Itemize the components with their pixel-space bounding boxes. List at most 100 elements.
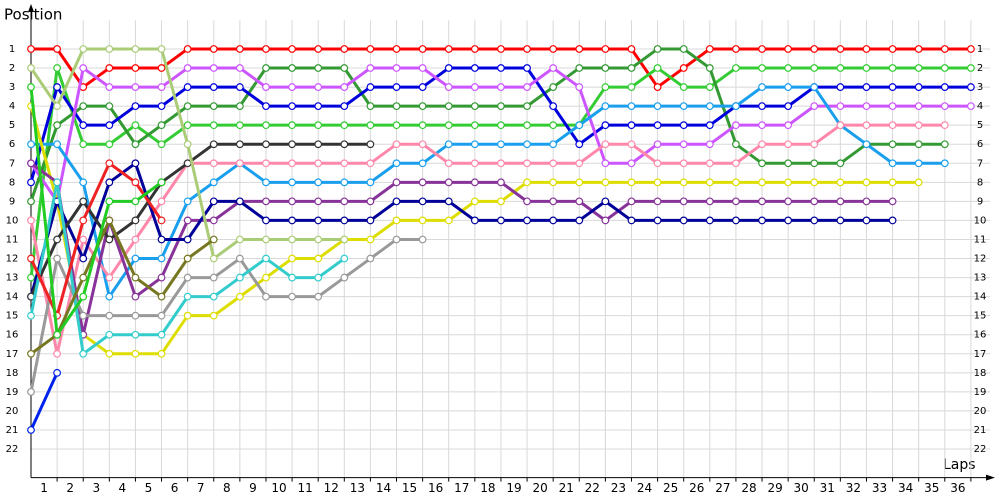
series-line xyxy=(29,372,59,431)
point xyxy=(862,140,871,149)
point xyxy=(914,121,923,130)
point xyxy=(157,235,166,244)
point xyxy=(888,83,897,91)
point xyxy=(314,273,323,282)
point xyxy=(366,235,375,244)
x-tick-label: 9 xyxy=(249,481,257,495)
point xyxy=(79,64,88,72)
point xyxy=(679,159,688,168)
point xyxy=(131,216,140,225)
point xyxy=(131,121,140,130)
point xyxy=(392,197,401,206)
y-tick-label-right: 9 xyxy=(977,196,983,207)
point xyxy=(497,102,505,111)
point xyxy=(314,159,323,168)
point xyxy=(314,254,323,263)
point xyxy=(105,349,114,358)
point xyxy=(444,121,453,130)
y-tick-label: 15 xyxy=(6,311,19,322)
y-tick-label-right: 22 xyxy=(974,444,987,455)
point xyxy=(497,140,505,149)
point xyxy=(366,64,375,72)
x-tick-label: 26 xyxy=(689,481,704,495)
point xyxy=(497,159,505,168)
point xyxy=(392,159,401,168)
point xyxy=(862,102,871,111)
x-axis-title: Laps xyxy=(943,457,976,473)
point xyxy=(732,64,740,72)
point xyxy=(836,121,845,130)
point xyxy=(888,102,897,111)
point xyxy=(262,216,270,225)
point xyxy=(705,140,714,149)
point xyxy=(705,102,714,111)
y-tick-label-right: 8 xyxy=(977,177,983,188)
point xyxy=(79,45,88,53)
y-tick-label: 2 xyxy=(9,63,15,74)
point xyxy=(784,178,793,187)
point xyxy=(732,178,740,187)
point xyxy=(340,64,349,72)
point xyxy=(314,45,323,53)
point xyxy=(966,45,975,53)
point xyxy=(758,64,766,72)
point xyxy=(105,216,114,225)
y-tick-label-right: 16 xyxy=(974,330,987,341)
point xyxy=(157,216,166,225)
point xyxy=(836,216,845,225)
point xyxy=(366,178,375,187)
x-tick-label: 15 xyxy=(402,481,417,495)
point xyxy=(470,140,479,149)
point xyxy=(523,121,531,130)
y-tick-label-right: 14 xyxy=(974,292,987,303)
point xyxy=(340,45,349,53)
point xyxy=(340,159,349,168)
point xyxy=(470,121,479,130)
y-tick-label: 12 xyxy=(6,254,19,265)
point xyxy=(653,121,662,130)
point xyxy=(392,83,401,91)
point xyxy=(523,159,531,168)
point xyxy=(183,121,192,130)
y-tick-label-right: 5 xyxy=(977,120,983,131)
point xyxy=(209,64,218,72)
point xyxy=(836,159,845,168)
point xyxy=(27,64,35,72)
point xyxy=(575,64,584,72)
point xyxy=(758,140,766,149)
point xyxy=(314,140,323,149)
point xyxy=(314,121,323,130)
point xyxy=(862,216,871,225)
point xyxy=(288,121,296,130)
point xyxy=(810,45,819,53)
point xyxy=(262,64,270,72)
x-tick-label: 11 xyxy=(297,481,312,495)
point xyxy=(27,273,35,282)
point xyxy=(235,292,244,301)
point xyxy=(523,216,531,225)
point xyxy=(288,64,296,72)
point xyxy=(340,83,349,91)
point xyxy=(470,64,479,72)
point xyxy=(105,197,114,206)
point xyxy=(105,292,114,301)
point xyxy=(131,254,140,263)
point xyxy=(288,45,296,53)
point xyxy=(105,178,114,187)
point xyxy=(497,45,505,53)
point xyxy=(314,197,323,206)
point xyxy=(209,311,218,320)
point xyxy=(340,121,349,130)
point xyxy=(627,178,636,187)
x-tick-label: 1 xyxy=(40,481,48,495)
point xyxy=(27,83,35,91)
point xyxy=(575,83,584,91)
x-tick-label: 34 xyxy=(898,481,913,495)
x-tick-label: 30 xyxy=(794,481,809,495)
point xyxy=(705,83,714,91)
y-tick-label-right: 11 xyxy=(974,234,987,245)
point xyxy=(314,216,323,225)
point xyxy=(836,45,845,53)
point xyxy=(523,140,531,149)
y-tick-label: 20 xyxy=(6,406,19,417)
